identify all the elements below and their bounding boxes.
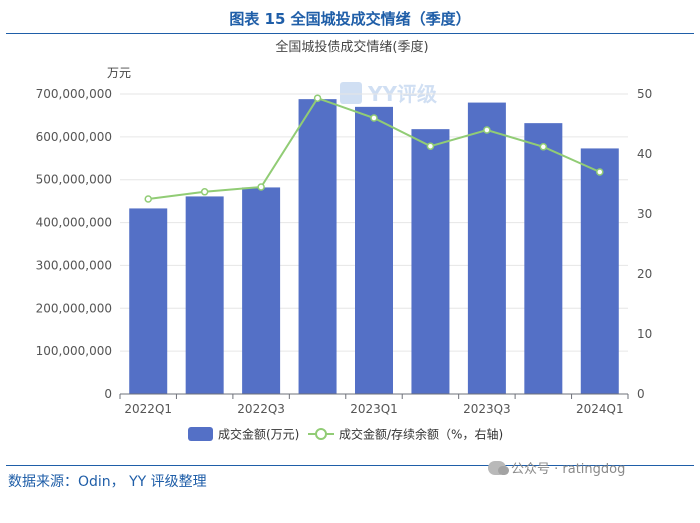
source-note: 数据来源：Odin， YY 评级整理	[8, 474, 207, 490]
figure-title: 图表 15 全国城投成交情绪（季度）	[229, 10, 471, 28]
y-left-tick-label: 100,000,000	[36, 344, 112, 358]
bar	[129, 208, 168, 394]
y-left-tick-label: 700,000,000	[36, 87, 112, 101]
y-right-tick-label: 20	[637, 267, 652, 281]
y-right-tick-label: 0	[637, 387, 645, 401]
bottom-rule	[6, 465, 694, 466]
x-tick-label: 2023Q1	[350, 402, 398, 416]
legend-bar-label: 成交金额(万元)	[218, 427, 299, 442]
y-right-tick-label: 50	[637, 87, 652, 101]
wechat-icon	[488, 460, 509, 475]
y-right-tick-label: 40	[637, 147, 652, 161]
bar	[580, 148, 619, 394]
y-right-tick-label: 30	[637, 207, 652, 221]
chart: 全国城投债成交情绪(季度) 万元 YY评级 0100,000,000200,00…	[36, 39, 653, 442]
watermark-logo-icon	[340, 82, 362, 104]
line-point	[200, 188, 209, 196]
bar	[298, 99, 337, 395]
bar	[242, 187, 281, 394]
wechat-tag-text: 公众号 · ratingdog	[511, 462, 626, 477]
wechat-tag: 公众号 · ratingdog	[488, 458, 625, 477]
y-left-tick-label: 300,000,000	[36, 258, 112, 272]
y-left-tick-label: 200,000,000	[36, 301, 112, 315]
y-left-tick-label: 600,000,000	[36, 130, 112, 144]
line-point	[596, 168, 604, 176]
line-point	[539, 143, 548, 151]
y-axis-unit-label: 万元	[107, 66, 131, 80]
x-tick-label: 2022Q1	[124, 402, 172, 416]
legend-line-marker	[315, 428, 327, 440]
bar	[185, 196, 224, 394]
y-left-tick-label: 500,000,000	[36, 173, 112, 187]
bar	[411, 129, 450, 394]
bar	[355, 106, 393, 394]
y-left-tick-label: 400,000,000	[36, 216, 112, 230]
line-point	[144, 195, 152, 203]
line-point	[313, 94, 322, 102]
line-point	[426, 142, 435, 150]
x-tick-label: 2023Q3	[463, 402, 511, 416]
bar	[467, 102, 506, 395]
line-point	[257, 183, 265, 191]
legend-bar-swatch	[188, 427, 213, 441]
bar	[524, 123, 563, 395]
y-right-tick-label: 10	[637, 327, 652, 341]
x-tick-label: 2022Q3	[237, 402, 285, 416]
legend-line-label: 成交金额/存续余额（%，右轴)	[339, 427, 503, 442]
line-point	[370, 114, 378, 122]
y-left-tick-label: 0	[104, 387, 112, 401]
line-point	[483, 126, 491, 134]
chart-title: 全国城投债成交情绪(季度)	[275, 39, 428, 55]
x-tick-label: 2024Q1	[576, 402, 624, 416]
top-rule	[6, 33, 694, 34]
